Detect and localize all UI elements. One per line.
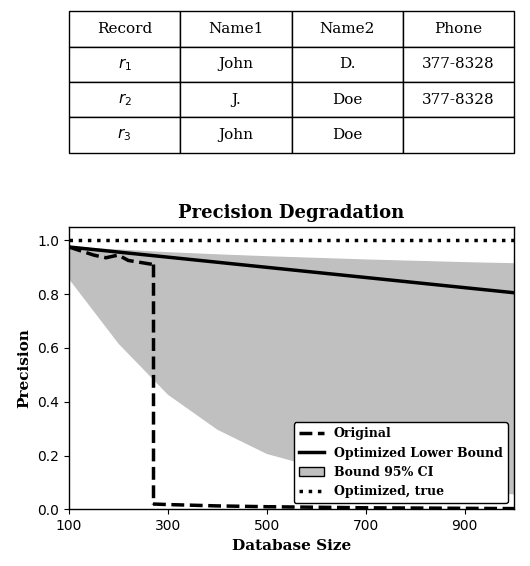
Y-axis label: Precision: Precision [17,328,32,408]
Title: Precision Degradation: Precision Degradation [179,204,404,222]
X-axis label: Database Size: Database Size [232,539,351,552]
Legend: Original, Optimized Lower Bound, Bound 95% CI, Optimized, true: Original, Optimized Lower Bound, Bound 9… [294,422,508,503]
